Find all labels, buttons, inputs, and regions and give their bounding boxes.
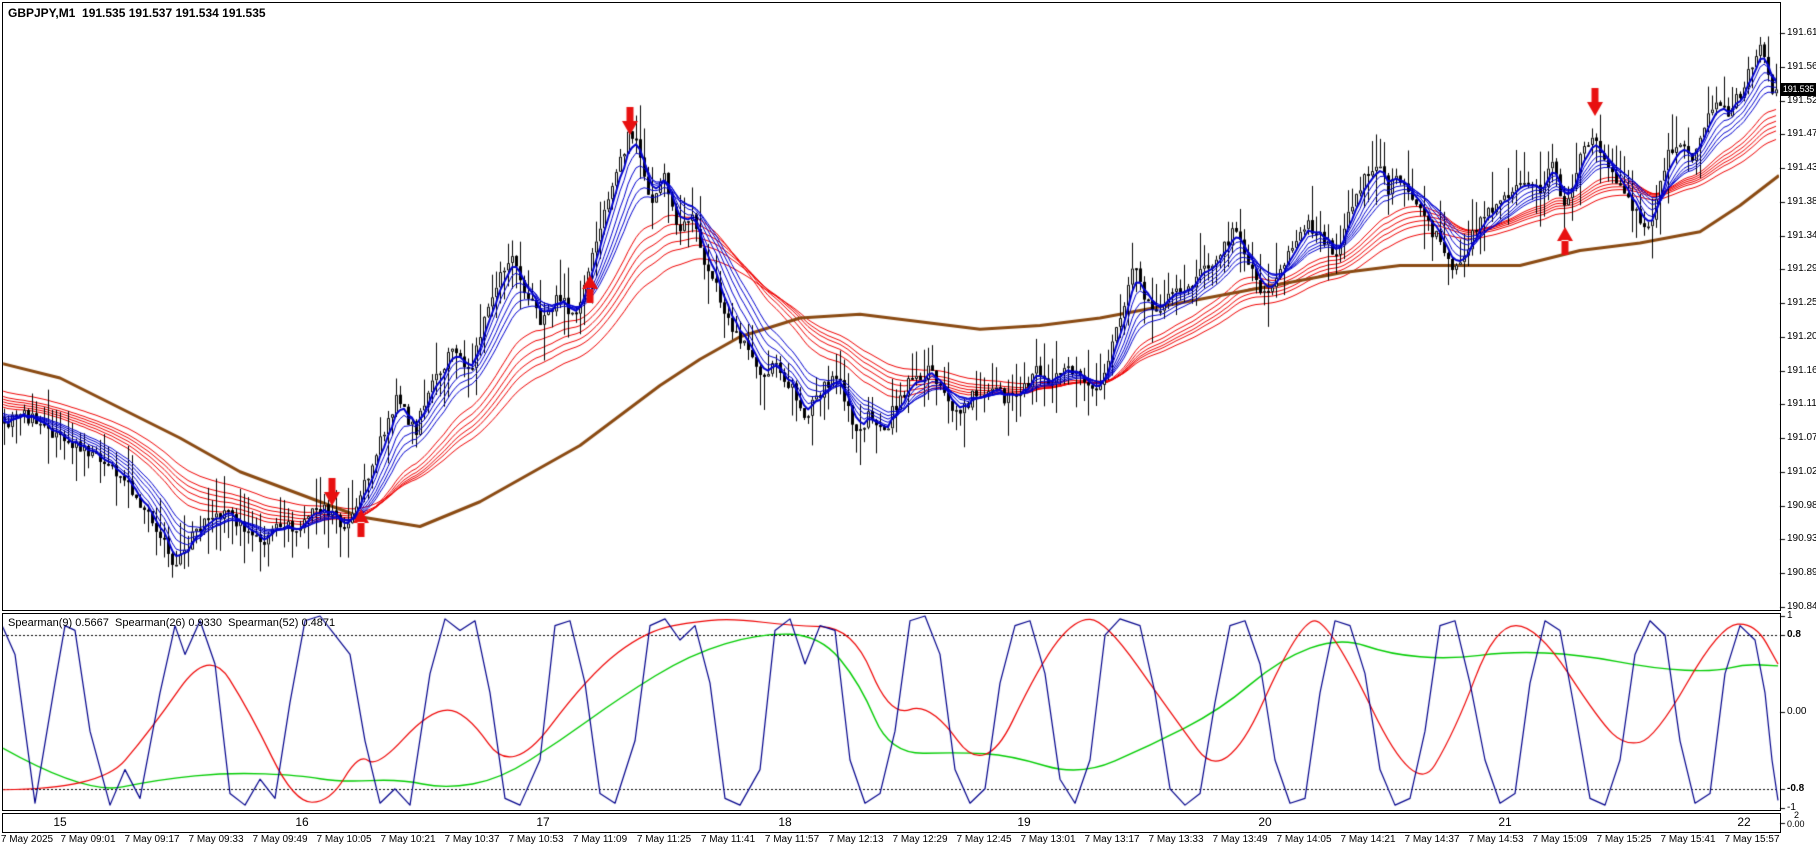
price-axis-label: 191.295 — [1787, 263, 1816, 275]
price-axis-label: 191.385 — [1787, 195, 1816, 207]
price-axis-label: 190.890 — [1787, 567, 1816, 578]
time-axis-label: 7 May 14:53 — [1468, 834, 1524, 845]
time-axis-label: 7 May 10:21 — [380, 834, 436, 845]
indicator-axis-label: 1 — [1787, 610, 1793, 621]
current-price-badge: 191.535 — [1781, 83, 1816, 97]
spearman-indicator-panel — [2, 613, 1781, 811]
price-axis-label: 191.115 — [1787, 398, 1816, 410]
price-axis-label: 190.935 — [1787, 533, 1816, 545]
time-axis-label: 7 May 14:05 — [1276, 834, 1332, 845]
time-axis-label: 7 May 12:45 — [956, 834, 1012, 845]
indicator-axis-label: -0.8 — [1787, 782, 1805, 794]
time-axis-label: 7 May 11:57 — [764, 834, 820, 845]
chart-title-ohlc: GBPJPY,M1 191.535 191.537 191.534 191.53… — [8, 6, 266, 20]
price-axis-label: 191.250 — [1787, 297, 1816, 308]
hour-label: 22 — [1737, 815, 1751, 829]
hour-label: 20 — [1258, 815, 1272, 829]
indicator-axis-label: 0.8 — [1787, 629, 1801, 641]
corner-text: 2 — [1794, 810, 1800, 820]
time-axis-label: 7 May 15:09 — [1532, 834, 1588, 845]
time-axis-label: 7 May 15:57 — [1724, 834, 1780, 845]
time-axis-label: 7 May 2025 — [0, 834, 54, 845]
price-axis-label: 191.475 — [1787, 128, 1816, 140]
time-axis-label: 7 May 11:41 — [700, 834, 756, 845]
time-axis-label: 7 May 11:25 — [636, 834, 692, 845]
hour-scale-strip — [2, 813, 1781, 833]
hour-label: 16 — [295, 815, 309, 829]
corner-text: 0.00 — [1787, 819, 1805, 829]
time-axis-label: 7 May 13:17 — [1084, 834, 1140, 845]
time-axis-label: 7 May 15:25 — [1596, 834, 1652, 845]
price-axis-label: 191.160 — [1787, 364, 1816, 376]
price-axis-label: 191.340 — [1787, 229, 1816, 241]
hour-label: 19 — [1017, 815, 1031, 829]
indicator-axis-label: 0.00 — [1787, 706, 1807, 717]
time-axis-label: 7 May 12:13 — [828, 834, 884, 845]
time-axis-label: 7 May 13:01 — [1020, 834, 1076, 845]
price-axis-label: 191.205 — [1787, 330, 1816, 342]
time-axis-label: 7 May 09:33 — [188, 834, 244, 845]
hour-label: 15 — [53, 815, 67, 829]
time-axis-label: 7 May 11:09 — [572, 834, 628, 845]
indicator-values-label: Spearman(9) 0.5667 Spearman(26) 0.9330 S… — [8, 617, 336, 629]
price-axis-label: 191.430 — [1787, 162, 1816, 173]
time-axis-label: 7 May 13:33 — [1148, 834, 1204, 845]
time-axis-label: 7 May 09:17 — [124, 834, 180, 845]
hour-label: 21 — [1498, 815, 1512, 829]
indicator-axis-label: -1 — [1787, 802, 1796, 813]
time-axis-label: 7 May 10:05 — [316, 834, 372, 845]
hour-label: 17 — [536, 815, 550, 829]
time-axis-label: 7 May 14:21 — [1340, 834, 1396, 845]
time-axis-label: 7 May 09:49 — [252, 834, 308, 845]
price-axis-label: 191.070 — [1787, 432, 1816, 443]
time-axis-label: 7 May 09:01 — [60, 834, 116, 845]
time-axis-label: 7 May 10:53 — [508, 834, 564, 845]
price-axis-label: 191.610 — [1787, 27, 1816, 38]
price-axis-label: 191.565 — [1787, 60, 1816, 72]
price-axis-label: 190.845 — [1787, 600, 1816, 612]
time-axis-label: 7 May 13:49 — [1212, 834, 1268, 845]
price-axis-label: 191.520 — [1787, 94, 1816, 106]
time-axis-label: 7 May 10:37 — [444, 834, 500, 845]
price-axis-label: 191.025 — [1787, 465, 1816, 477]
time-axis-label: 7 May 15:41 — [1660, 834, 1716, 845]
price-axis-label: 190.980 — [1787, 499, 1816, 511]
main-chart-panel — [2, 2, 1781, 611]
time-axis-label: 7 May 14:37 — [1404, 834, 1460, 845]
time-axis-label: 7 May 12:29 — [892, 834, 948, 845]
hour-label: 18 — [778, 815, 792, 829]
